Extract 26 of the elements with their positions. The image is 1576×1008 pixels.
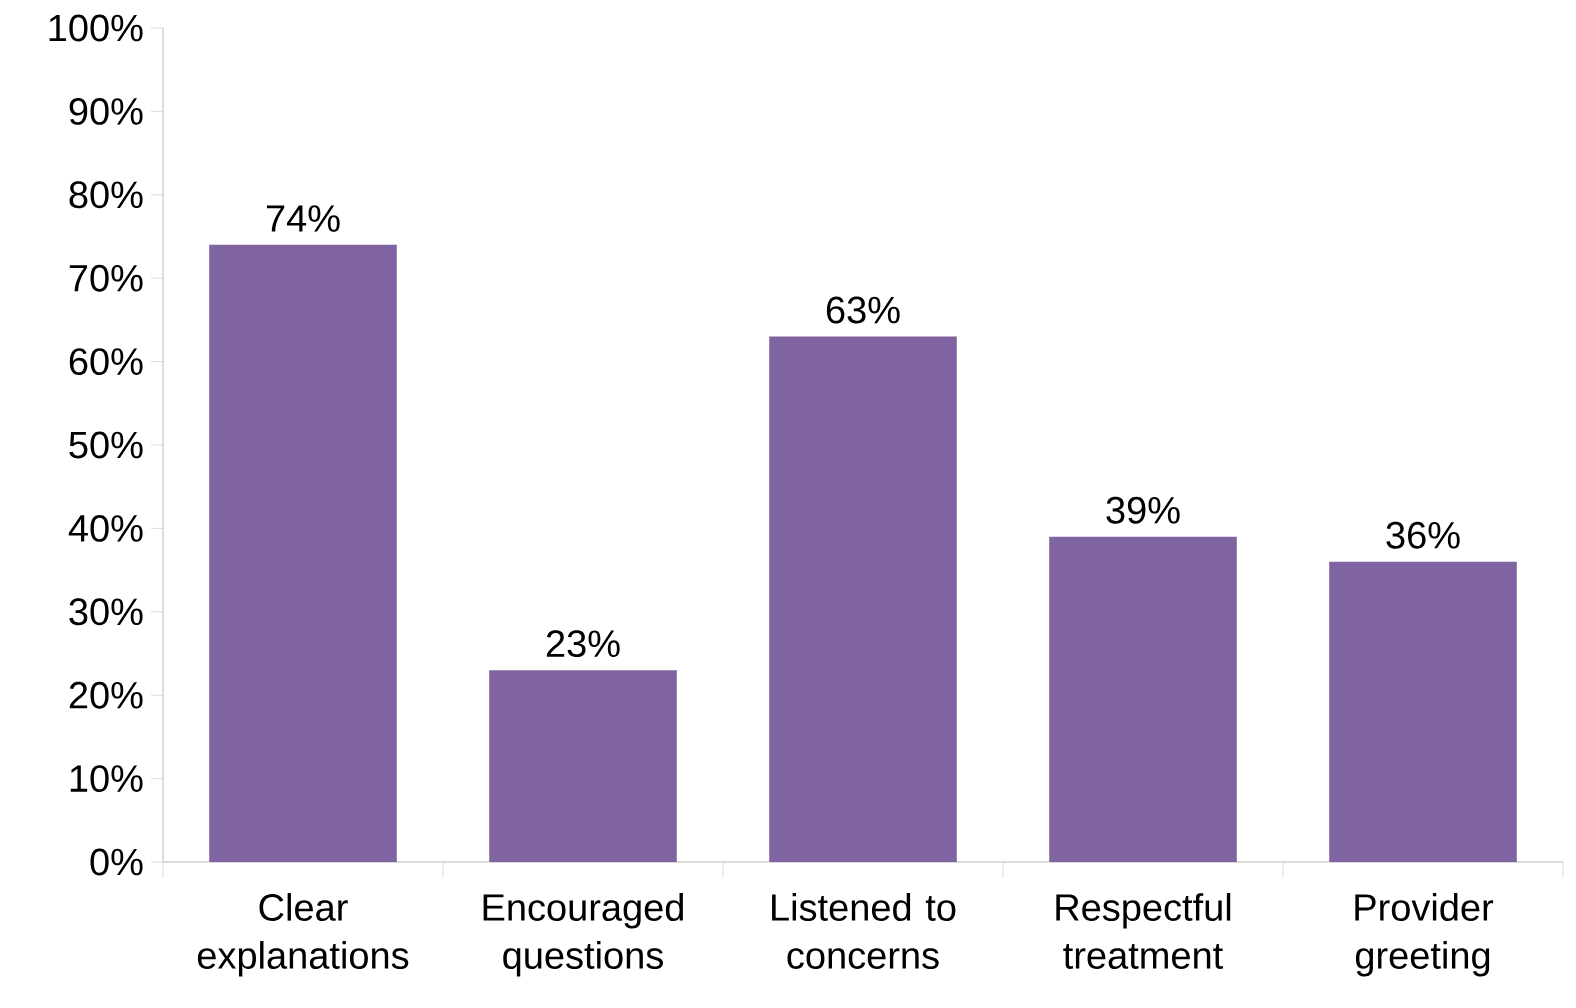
y-tick-label: 20% bbox=[69, 681, 143, 709]
y-tick-label: 50% bbox=[69, 431, 143, 459]
bar bbox=[209, 244, 397, 862]
bar bbox=[769, 336, 957, 862]
data-label: 74% bbox=[266, 205, 340, 232]
y-tick-label: 60% bbox=[69, 348, 143, 376]
data-label: 39% bbox=[1106, 496, 1180, 524]
x-tick-label: Encouraged questions bbox=[483, 893, 683, 977]
data-label: 23% bbox=[546, 630, 620, 658]
y-tick-label: 90% bbox=[69, 97, 143, 125]
data-label: 63% bbox=[826, 296, 900, 324]
y-tick-label: 70% bbox=[69, 264, 143, 292]
y-tick-label: 0% bbox=[90, 848, 143, 876]
x-tick-label: Respectful treatment bbox=[1056, 893, 1231, 969]
bar bbox=[489, 670, 677, 862]
y-tick-label: 100% bbox=[49, 14, 143, 42]
y-tick-label: 40% bbox=[68, 514, 143, 542]
y-tick-label: 80% bbox=[69, 181, 143, 209]
x-tick-label: Provider greeting bbox=[1355, 893, 1494, 977]
data-label: 36% bbox=[1386, 521, 1460, 549]
bar bbox=[1329, 561, 1517, 862]
y-tick-label: 30% bbox=[69, 598, 143, 626]
x-tick-label: Listened to concerns bbox=[772, 893, 956, 969]
y-tick-label: 10% bbox=[70, 765, 143, 793]
x-tick-label: Clear explanations bbox=[197, 893, 409, 977]
bar bbox=[1049, 536, 1237, 862]
